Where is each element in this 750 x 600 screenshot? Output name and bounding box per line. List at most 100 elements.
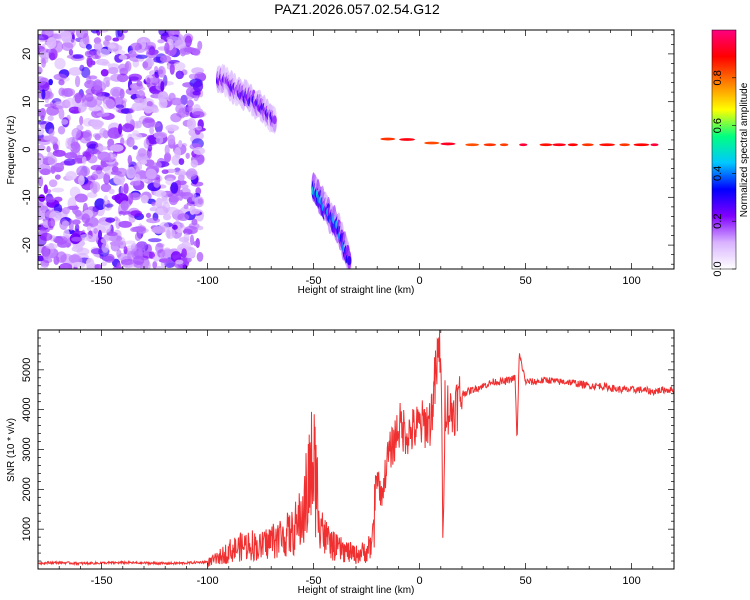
spectrogram-main-ridge-cell xyxy=(211,0,215,11)
spectrogram-main-ridge-cell xyxy=(548,0,552,12)
spectrogram-noise-blob xyxy=(43,135,56,141)
spectrogram-main-ridge-cell xyxy=(331,0,335,17)
spectrogram-main-ridge-cell xyxy=(281,0,285,17)
spectrogram-main-ridge-cell xyxy=(443,0,447,7)
spectrogram-main-ridge-cell xyxy=(253,0,257,5)
spectrogram-noise-blob xyxy=(170,251,182,263)
spectrogram-main-ridge-cell xyxy=(542,0,546,4)
spectrogram-main-ridge-cell xyxy=(256,0,260,5)
spectrogram-noise-blob xyxy=(197,198,203,205)
spectrogram-main-ridge-cell xyxy=(502,0,506,7)
spectrogram-main-ridge-cell xyxy=(591,0,595,12)
spectrogram-main-ridge-cell xyxy=(526,0,530,7)
spectrogram-main-ridge-cell xyxy=(324,0,328,11)
spectrogram-main-ridge-cell xyxy=(244,0,248,11)
spectrogram-noise-blob xyxy=(165,124,180,132)
spectrogram-noise-blob xyxy=(175,219,180,227)
spectrogram-bright-spot xyxy=(539,143,553,147)
spectrogram-main-ridge-cell xyxy=(656,0,660,7)
spectrogram-noise-blob xyxy=(185,170,197,177)
spectrogram-bright-spot xyxy=(465,143,480,147)
spectrogram-main-ridge-cell xyxy=(514,0,518,12)
spectrogram-main-ridge-cell xyxy=(413,0,417,4)
spectrogram-main-ridge-cell xyxy=(475,0,479,7)
spectrogram-main-ridge-cell xyxy=(498,0,502,7)
spectrogram-main-ridge-cell xyxy=(357,0,361,17)
spectrogram-main-ridge-cell xyxy=(305,0,309,11)
spectrogram-main-ridge-cell xyxy=(570,0,574,4)
spectrogram-main-ridge-cell xyxy=(343,0,347,11)
spectrogram-main-ridge-cell xyxy=(201,0,205,17)
spectrogram-main-ridge-cell xyxy=(636,0,640,12)
spectrogram-main-ridge-cell xyxy=(362,0,366,5)
spectrogram-main-ridge-cell xyxy=(526,0,530,12)
spectrogram-main-ridge-cell xyxy=(658,0,662,7)
spectrogram-main-ridge-cell xyxy=(594,0,598,12)
spectrogram-main-ridge-cell xyxy=(337,0,341,17)
spectrogram-main-ridge-cell xyxy=(478,0,482,4)
spectrogram-main-ridge-cell xyxy=(557,0,561,4)
spectrogram-main-ridge-cell xyxy=(548,0,552,7)
spectrogram-main-ridge-cell xyxy=(380,0,384,12)
spectrogram-noise-blob xyxy=(107,127,122,139)
spectrogram-main-ridge-cell xyxy=(639,0,643,12)
spectrogram-noise-blob xyxy=(105,80,110,88)
spectrogram-noise-blob xyxy=(71,127,82,139)
spectrogram-main-ridge-cell xyxy=(224,0,228,11)
spectrogram-main-ridge-cell xyxy=(423,0,427,7)
spectrogram-main-ridge-cell xyxy=(524,0,528,4)
spectrogram-noise-blob xyxy=(118,123,123,135)
spectrogram-main-ridge-cell xyxy=(443,0,447,4)
spectrogram-main-ridge-cell xyxy=(581,0,585,12)
spectrogram-noise-blob xyxy=(184,225,198,235)
spectrogram-main-ridge-cell xyxy=(463,0,467,4)
spectrogram-main-ridge-cell xyxy=(512,0,516,7)
spectrogram-main-ridge-cell xyxy=(401,0,405,4)
spectrogram-noise-blob xyxy=(158,30,170,37)
spectrogram-main-ridge-cell xyxy=(327,0,331,5)
spectrogram-main-ridge-cell xyxy=(517,0,521,7)
spectrogram-main-ridge-cell xyxy=(447,0,451,7)
spectrogram-main-ridge-cell xyxy=(303,0,307,11)
spectrogram-main-ridge-cell xyxy=(373,0,377,12)
spectrogram-main-ridge-cell xyxy=(613,0,617,7)
spectrogram-y-tick-label: -20 xyxy=(21,237,33,253)
spectrogram-noise-blob xyxy=(157,65,166,78)
spectrogram-noise-blob xyxy=(186,118,197,130)
spectrogram-noise-blob xyxy=(192,80,204,92)
spectrogram-bright-spot xyxy=(380,137,396,141)
spectrogram-main-ridge-cell xyxy=(342,0,346,11)
spectrogram-noise-blob xyxy=(131,102,144,112)
spectrogram-main-ridge-cell xyxy=(250,0,254,17)
spectrogram-noise-blob xyxy=(83,129,93,142)
spectrogram-main-ridge-cell xyxy=(256,0,260,11)
spectrogram-main-ridge-cell xyxy=(457,0,461,12)
spectrogram-main-ridge-cell xyxy=(517,0,521,12)
spectrogram-main-ridge-cell xyxy=(597,0,601,12)
spectrogram-main-ridge-cell xyxy=(453,0,457,4)
spectrogram-main-ridge-cell xyxy=(444,0,448,7)
spectrogram-main-ridge-cell xyxy=(481,0,485,7)
spectrogram-main-ridge-cell xyxy=(202,0,206,11)
spectrogram-main-ridge-cell xyxy=(281,0,285,11)
spectrogram-main-ridge-cell xyxy=(621,0,625,7)
spectrogram-main-ridge-cell xyxy=(319,0,323,5)
spectrogram-noise-blob xyxy=(76,247,90,256)
spectrogram-main-ridge-cell xyxy=(644,0,648,4)
spectrogram-main-ridge-cell xyxy=(299,0,303,11)
spectrogram-main-ridge-cell xyxy=(521,0,525,7)
spectrogram-noise-blob xyxy=(54,174,61,180)
spectrogram-main-ridge-cell xyxy=(552,0,556,4)
spectrogram-main-ridge-cell xyxy=(294,0,298,11)
spectrogram-main-ridge-cell xyxy=(247,0,251,5)
spectrogram-main-ridge-cell xyxy=(302,0,306,17)
spectrogram-main-ridge-cell xyxy=(348,0,352,17)
spectrogram-main-ridge-cell xyxy=(558,0,562,4)
spectrogram-main-ridge-cell xyxy=(214,0,218,11)
spectrogram-main-ridge-cell xyxy=(600,0,604,7)
spectrogram-noise-blob xyxy=(147,238,162,243)
spectrogram-main-ridge-cell xyxy=(440,0,444,12)
spectrogram-main-ridge-cell xyxy=(368,0,372,12)
spectrogram-noise-blob xyxy=(85,257,95,269)
spectrogram-main-ridge-cell xyxy=(232,0,236,11)
